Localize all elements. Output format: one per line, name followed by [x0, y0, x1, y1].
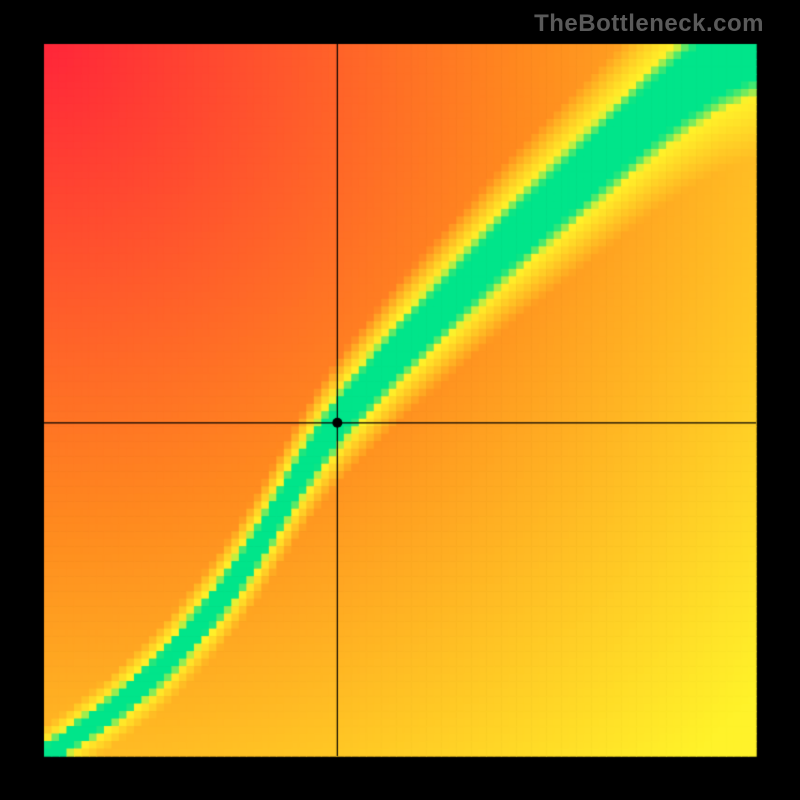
chart-container: TheBottleneck.com [0, 0, 800, 800]
watermark-text: TheBottleneck.com [534, 10, 764, 38]
bottleneck-heatmap [0, 0, 800, 800]
